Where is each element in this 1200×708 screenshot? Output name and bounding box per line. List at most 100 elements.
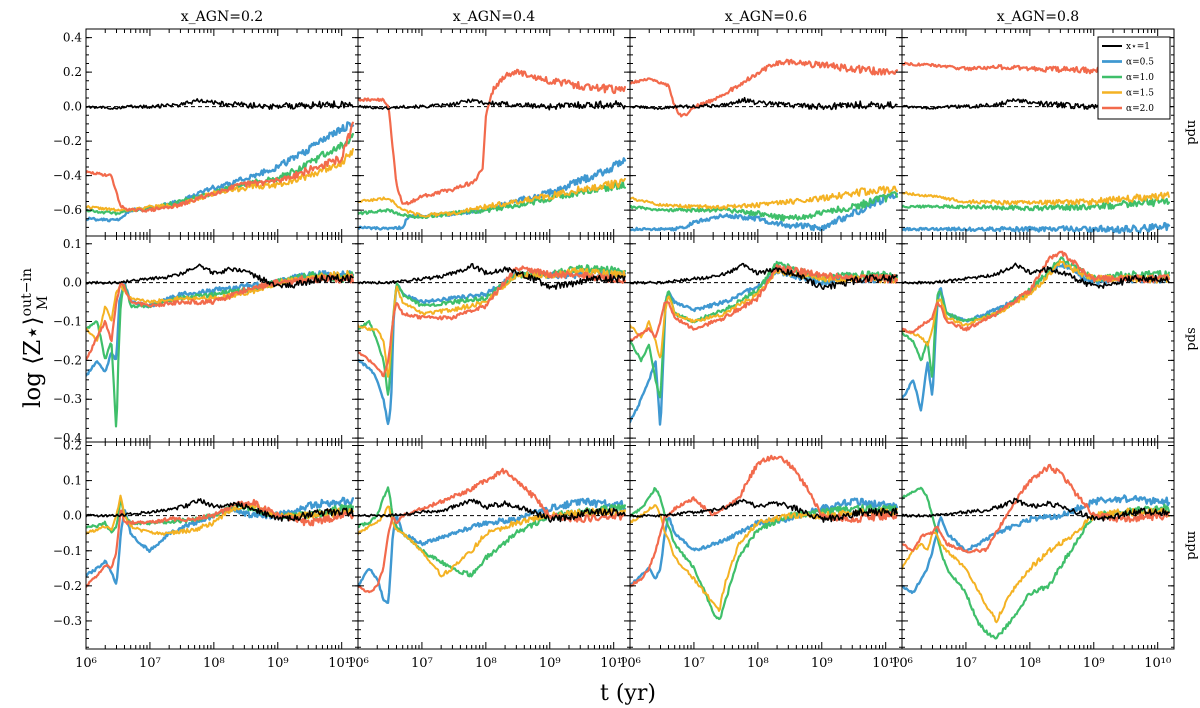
panel-r0-c2: x_AGN=0.6 [629, 9, 903, 237]
y-tick-label: 0.1 [63, 474, 82, 488]
x-tick-label: 10⁹ [267, 656, 289, 671]
series-line-3 [630, 185, 898, 210]
series-line-0 [630, 96, 898, 111]
series-line-1 [630, 497, 899, 589]
legend: x⋆=1 α=0.5 α=1.0 α=1.5 α=2.0 [1097, 36, 1171, 120]
y-tick-label: −0.6 [53, 203, 82, 217]
legend-label: α=2.0 [1126, 104, 1154, 114]
y-tick-label: −0.1 [53, 315, 82, 329]
series-line-0 [358, 98, 626, 111]
y-tick-label: −0.4 [53, 169, 83, 183]
column-title: x_AGN=0.2 [181, 9, 263, 25]
series-line-3 [358, 177, 626, 218]
series-line-4 [630, 58, 898, 118]
y-tick-label: −0.4 [53, 431, 83, 445]
panel-frame [901, 235, 1175, 443]
series-line-3 [902, 507, 1170, 624]
x-tick-label: 10⁸ [475, 656, 497, 671]
series-line-1 [630, 192, 899, 232]
x-tick-label: 10⁹ [811, 656, 833, 671]
x-tick-label: 10⁹ [539, 656, 561, 671]
y-tick-label: −0.2 [53, 353, 82, 367]
x-tick-label: 10⁶ [347, 656, 369, 671]
series-line-1 [902, 221, 1171, 234]
y-tick-label: −0.2 [53, 579, 82, 593]
panel-r2-c2: 10⁶ 10⁷ 10⁸ 10⁹ 10¹⁰ [619, 441, 903, 671]
series-line-0 [358, 263, 626, 290]
panel-frame [629, 235, 903, 443]
column-title: x_AGN=0.8 [997, 9, 1079, 25]
series-line-4 [86, 498, 354, 589]
legend-label: x⋆=1 [1126, 42, 1150, 52]
panel-r1-c1 [357, 235, 631, 443]
row-label: spd [1184, 327, 1199, 350]
legend-label: α=1.5 [1126, 89, 1154, 99]
x-tick-label: 10⁷ [683, 656, 705, 671]
panel-frame [85, 441, 359, 650]
row-label: mpd [1184, 531, 1199, 560]
series-line-0 [86, 263, 354, 289]
series-line-0 [86, 498, 354, 522]
series-line-1 [86, 121, 355, 223]
series-line-0 [630, 498, 898, 523]
row-label: npd [1184, 120, 1199, 145]
series-line-0 [358, 498, 626, 523]
x-tick-label: 10⁸ [1019, 656, 1041, 671]
x-tick-label: 10⁹ [1083, 656, 1105, 671]
x-tick-label: 10¹⁰ [328, 656, 355, 671]
series-line-3 [358, 267, 626, 378]
y-tick-label: 0.0 [63, 100, 82, 114]
x-tick-label: 10⁸ [747, 656, 769, 671]
series-line-0 [86, 98, 354, 110]
legend-label: α=0.5 [1126, 58, 1154, 68]
y-axis-label-main: log ⟨Z⋆⟩ [20, 316, 46, 408]
series-line-2 [902, 486, 1170, 640]
series-line-2 [358, 264, 626, 396]
x-tick-label: 10⁶ [75, 656, 97, 671]
y-tick-label: 0.4 [63, 31, 82, 45]
legend-label: α=1.0 [1126, 73, 1154, 83]
series-line-2 [902, 256, 1170, 378]
series-line-0 [630, 262, 898, 290]
x-tick-label: 10⁷ [955, 656, 977, 671]
series-line-2 [902, 197, 1170, 212]
series-line-0 [902, 497, 1170, 522]
panel-r2-c1: 10⁶ 10⁷ 10⁸ 10⁹ 10¹⁰ [347, 441, 631, 671]
series-line-1 [902, 494, 1171, 595]
y-tick-label: 0.2 [63, 65, 82, 79]
x-tick-label: 10¹⁰ [1144, 656, 1171, 671]
series-line-4 [358, 68, 626, 206]
x-tick-label: 10⁶ [619, 656, 641, 671]
panel-frame [85, 235, 359, 443]
series-line-2 [630, 191, 898, 222]
series-line-0 [902, 262, 1170, 289]
series-line-3 [86, 494, 354, 536]
series-line-2 [630, 487, 898, 621]
y-tick-label: −0.2 [53, 134, 82, 148]
panel-r0-c1: x_AGN=0.4 [357, 9, 631, 237]
panel-frame [901, 441, 1175, 650]
y-axis-label: log ⟨Z⋆⟩out−inM [19, 268, 51, 408]
series-line-4 [86, 121, 354, 213]
panel-r1-c0: 0.1 0.0 −0.1 −0.2 −0.3 −0.4 [53, 235, 359, 445]
series-line-2 [86, 271, 354, 428]
panel-r0-c0: 0.4 0.2 0.0 −0.2 −0.4 −0.6 x_AGN=0.2 [53, 9, 359, 237]
column-title: x_AGN=0.4 [453, 9, 536, 25]
y-tick-label: 0.0 [63, 509, 82, 523]
y-tick-label: 0.2 [63, 439, 82, 453]
y-tick-label: 0.1 [63, 237, 82, 251]
y-axis-label-sub: M [35, 296, 51, 310]
x-tick-label: 10⁷ [139, 656, 161, 671]
x-axis-label: t (yr) [600, 681, 656, 706]
y-tick-label: −0.3 [53, 614, 82, 628]
panel-r2-c3: 10⁶ 10⁷ 10⁸ 10⁹ 10¹⁰ mpd [891, 441, 1199, 671]
y-tick-label: −0.3 [53, 392, 82, 406]
y-tick-label: −0.1 [53, 544, 82, 558]
series-line-3 [902, 259, 1170, 347]
y-axis-label-sup: out−in [19, 268, 35, 316]
x-tick-label: 10¹⁰ [600, 656, 627, 671]
column-title: x_AGN=0.6 [725, 9, 808, 25]
panel-frame [85, 28, 359, 237]
series-line-4 [358, 265, 626, 378]
